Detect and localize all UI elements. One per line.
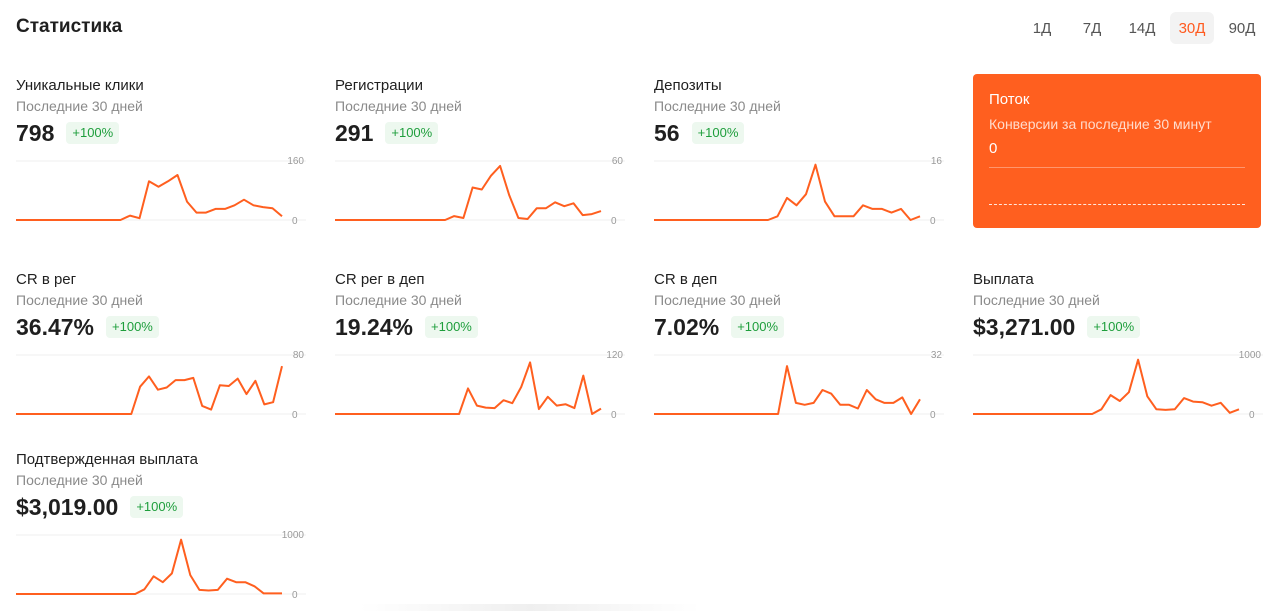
sparkline-chart: 1000 0	[973, 350, 1263, 421]
y-min-label: 0	[292, 590, 298, 601]
flow-subtitle: Конверсии за последние 30 минут	[989, 116, 1212, 132]
y-min-label: 0	[292, 216, 298, 227]
stat-card-cr-dep: CR в деп Последние 30 дней 7.02% +100% 3…	[654, 268, 944, 421]
card-subtitle: Последние 30 дней	[335, 98, 462, 114]
stat-card-confirmed-payout: Подтвержденная выплата Последние 30 дней…	[16, 448, 306, 601]
change-badge: +100%	[691, 122, 745, 144]
series-line	[16, 538, 282, 595]
series-line	[973, 358, 1240, 415]
card-subtitle: Последние 30 дней	[654, 98, 781, 114]
card-title: CR в рег	[16, 271, 77, 288]
card-title: Депозиты	[654, 77, 722, 94]
sparkline-chart: 16 0	[654, 156, 944, 227]
card-title: Выплата	[973, 271, 1034, 288]
page-title: Статистика	[16, 16, 123, 37]
card-value: 36.47%	[16, 314, 95, 340]
y-min-label: 0	[1249, 410, 1255, 421]
y-max-label: 32	[931, 350, 943, 361]
y-max-label: 1000	[282, 530, 305, 541]
card-value: 7.02%	[654, 314, 720, 340]
series-line	[654, 365, 921, 415]
card-subtitle: Последние 30 дней	[335, 292, 462, 308]
y-max-label: 16	[931, 156, 943, 167]
card-value: 19.24%	[335, 314, 414, 340]
card-subtitle: Последние 30 дней	[16, 98, 143, 114]
sparkline-chart: 1000 0	[16, 530, 306, 601]
card-subtitle: Последние 30 дней	[16, 292, 143, 308]
card-value: 56	[654, 120, 680, 146]
sparkline-chart: 60 0	[335, 156, 625, 227]
period-tab-30d[interactable]: 30Д	[1170, 12, 1214, 44]
card-subtitle: Последние 30 дней	[973, 292, 1100, 308]
card-value: $3,271.00	[973, 314, 1076, 340]
card-value: $3,019.00	[16, 494, 119, 520]
card-title: Регистрации	[335, 77, 423, 94]
stat-card-payout: Выплата Последние 30 дней $3,271.00 +100…	[973, 268, 1263, 421]
flow-value: 0	[989, 140, 998, 157]
card-title: CR рег в деп	[335, 271, 425, 288]
series-line	[16, 365, 283, 415]
period-tab-90d[interactable]: 90Д	[1228, 19, 1256, 37]
series-line	[654, 163, 921, 221]
y-max-label: 80	[293, 350, 305, 361]
series-line	[335, 361, 602, 415]
flow-divider	[989, 167, 1245, 168]
y-min-label: 0	[611, 216, 617, 227]
change-badge: +100%	[66, 122, 120, 144]
stat-card-deposits: Депозиты Последние 30 дней 56 +100% 16 0	[654, 74, 944, 227]
card-title: CR в деп	[654, 271, 718, 288]
sparkline-chart: 32 0	[654, 350, 944, 421]
y-min-label: 0	[930, 216, 936, 227]
scroll-shadow	[360, 604, 700, 611]
y-min-label: 0	[292, 410, 298, 421]
stat-card-cr-reg: CR в рег Последние 30 дней 36.47% +100% …	[16, 268, 306, 421]
sparkline-chart: 120 0	[335, 350, 625, 421]
flow-card: Поток Конверсии за последние 30 минут 0	[973, 74, 1261, 228]
series-line	[335, 164, 602, 221]
stats-grid: Уникальные клики Последние 30 дней 798 +…	[16, 74, 1263, 601]
period-tab-7d[interactable]: 7Д	[1082, 19, 1102, 37]
change-badge: +100%	[1087, 316, 1141, 338]
card-title: Уникальные клики	[16, 77, 144, 94]
change-badge: +100%	[731, 316, 785, 338]
card-title: Подтвержденная выплата	[16, 451, 198, 468]
period-tabs: 1Д 7Д 14Д 30Д 90Д	[1020, 12, 1264, 44]
y-min-label: 0	[611, 410, 617, 421]
period-tab-14d[interactable]: 14Д	[1128, 19, 1156, 37]
flow-title: Поток	[989, 91, 1030, 108]
stat-card-unique-clicks: Уникальные клики Последние 30 дней 798 +…	[16, 74, 306, 227]
stat-card-cr-reg-dep: CR рег в деп Последние 30 дней 19.24% +1…	[335, 268, 625, 421]
flow-dashed-line	[989, 204, 1245, 205]
period-tab-1d[interactable]: 1Д	[1032, 19, 1052, 37]
card-subtitle: Последние 30 дней	[654, 292, 781, 308]
y-max-label: 1000	[1239, 350, 1262, 361]
card-value: 798	[16, 120, 55, 146]
y-max-label: 160	[287, 156, 304, 167]
y-max-label: 60	[612, 156, 624, 167]
change-badge: +100%	[425, 316, 478, 338]
stat-card-registrations: Регистрации Последние 30 дней 291 +100% …	[335, 74, 625, 227]
change-badge: +100%	[130, 496, 184, 518]
sparkline-chart: 80 0	[16, 350, 306, 421]
change-badge: +100%	[385, 122, 439, 144]
card-value: 291	[335, 120, 374, 146]
card-subtitle: Последние 30 дней	[16, 472, 143, 488]
y-max-label: 120	[606, 350, 623, 361]
change-badge: +100%	[106, 316, 159, 338]
y-min-label: 0	[930, 410, 936, 421]
series-line	[16, 174, 283, 221]
